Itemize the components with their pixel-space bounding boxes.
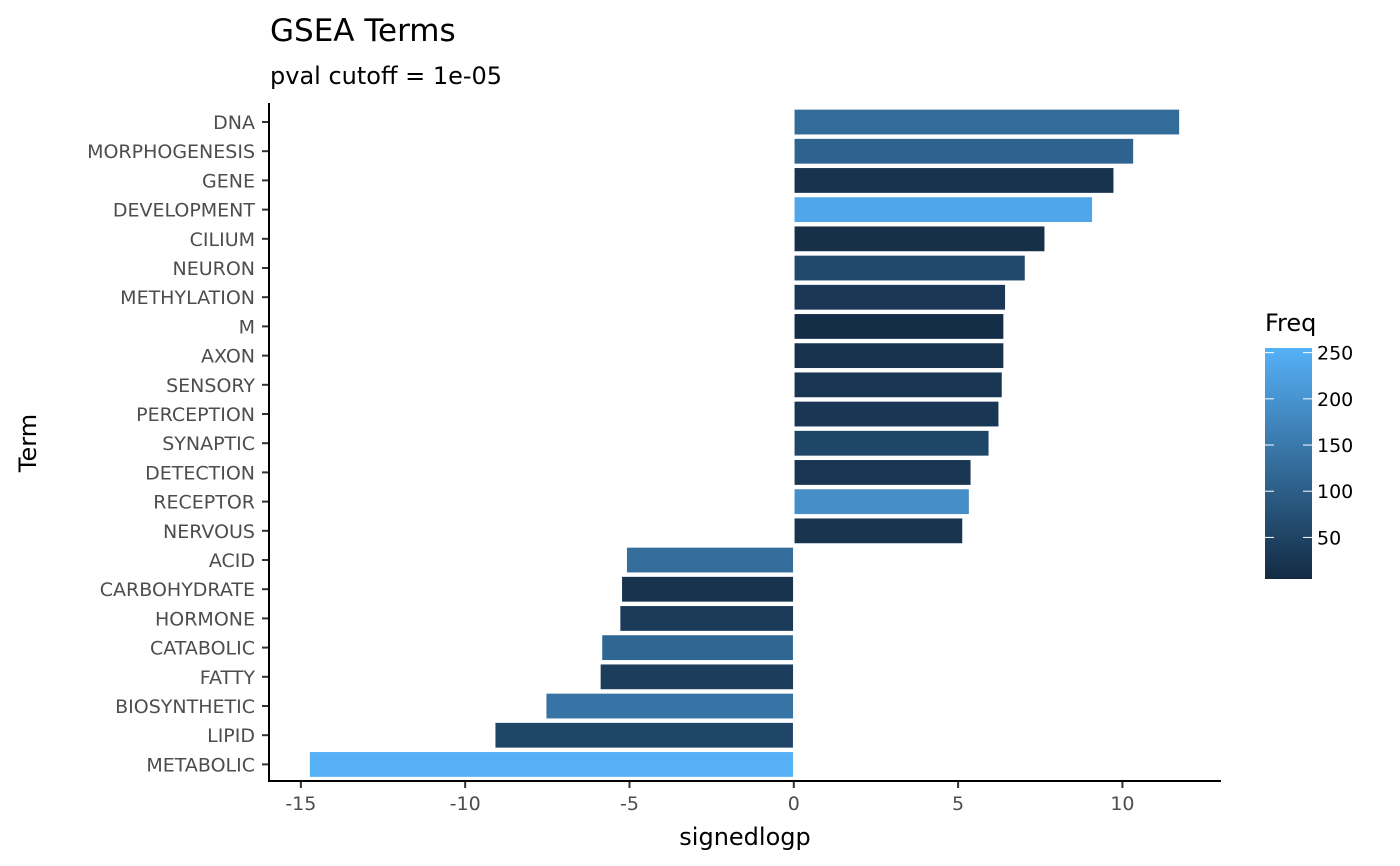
y-tick-label: CILIUM [190, 229, 255, 251]
y-tick-label: GENE [202, 170, 255, 192]
x-axis-title: signedlogp [679, 823, 810, 851]
bar-development [793, 195, 1094, 224]
legend-tick-label: 200 [1317, 389, 1353, 411]
bar-detection [793, 458, 973, 487]
y-tick-label: SENSORY [166, 375, 255, 397]
bar-cilium [793, 224, 1046, 253]
bar-axon [793, 341, 1005, 370]
y-tick-label: PERCEPTION [136, 404, 255, 426]
x-tick-label: 10 [1110, 793, 1134, 815]
bar-carbohydrate [620, 575, 795, 604]
bar-gene [793, 166, 1115, 195]
x-axis-ticks: -15 -10 -5 0 5 10 [285, 781, 1135, 815]
y-tick-label: M [239, 316, 255, 338]
y-tick-label: DEVELOPMENT [113, 200, 256, 222]
y-axis-title: Term [14, 414, 42, 473]
y-tick-label: ACID [209, 550, 255, 572]
y-axis-ticks: DNA MORPHOGENESIS GENE DEVELOPMENT CILIUM NEU… [87, 112, 269, 776]
bar-sensory [793, 370, 1004, 399]
x-tick-label: -10 [450, 793, 481, 815]
bar-acid [625, 546, 795, 574]
x-tick-label: -15 [285, 793, 316, 815]
bar-m [793, 312, 1005, 341]
legend-tick-label: 150 [1317, 435, 1353, 457]
y-tick-label: RECEPTOR [153, 492, 255, 514]
bar-nervous [793, 516, 964, 545]
y-tick-label: DETECTION [145, 462, 255, 484]
y-tick-label: FATTY [200, 667, 256, 689]
bar-lipid [493, 721, 795, 750]
bar-neuron [793, 254, 1027, 282]
bar-hormone [618, 604, 795, 633]
legend: Freq 50 100 150 200 250 [1265, 309, 1353, 579]
chart-title: GSEA Terms [270, 13, 456, 49]
bar-dna [793, 108, 1181, 136]
legend-tick-label: 50 [1317, 527, 1341, 549]
y-tick-label: LIPID [207, 725, 255, 747]
legend-colorbar [1265, 348, 1312, 579]
y-tick-label: HORMONE [155, 608, 255, 630]
bar-catabolic [600, 633, 795, 662]
bar-synaptic [793, 429, 991, 458]
legend-ticks: 50 100 150 200 250 [1265, 343, 1353, 549]
chart-subtitle: pval cutoff = 1e-05 [270, 62, 502, 90]
y-tick-label: CARBOHYDRATE [100, 579, 255, 601]
x-tick-label: 5 [952, 793, 964, 815]
y-tick-label: METHYLATION [120, 287, 255, 309]
x-tick-label: -5 [620, 793, 639, 815]
legend-title: Freq [1265, 309, 1316, 337]
bar-metabolic [308, 750, 795, 779]
y-tick-label: SYNAPTIC [162, 433, 255, 455]
bars-group [308, 108, 1181, 779]
bar-perception [793, 400, 1000, 428]
y-tick-label: METABOLIC [146, 754, 255, 776]
y-tick-label: NEURON [173, 258, 256, 280]
y-tick-label: BIOSYNTHETIC [115, 696, 255, 718]
bar-fatty [599, 662, 795, 691]
bar-receptor [793, 487, 971, 516]
y-tick-label: NERVOUS [163, 521, 255, 543]
y-tick-label: DNA [213, 112, 255, 134]
bar-morphogenesis [793, 137, 1135, 166]
x-tick-label: 0 [788, 793, 800, 815]
legend-tick-label: 100 [1317, 481, 1353, 503]
legend-tick-label: 250 [1317, 343, 1353, 365]
y-tick-label: MORPHOGENESIS [87, 141, 255, 163]
bar-methylation [793, 283, 1007, 312]
y-tick-label: CATABOLIC [150, 638, 255, 660]
y-tick-label: AXON [201, 346, 255, 368]
bar-biosynthetic [544, 692, 795, 720]
